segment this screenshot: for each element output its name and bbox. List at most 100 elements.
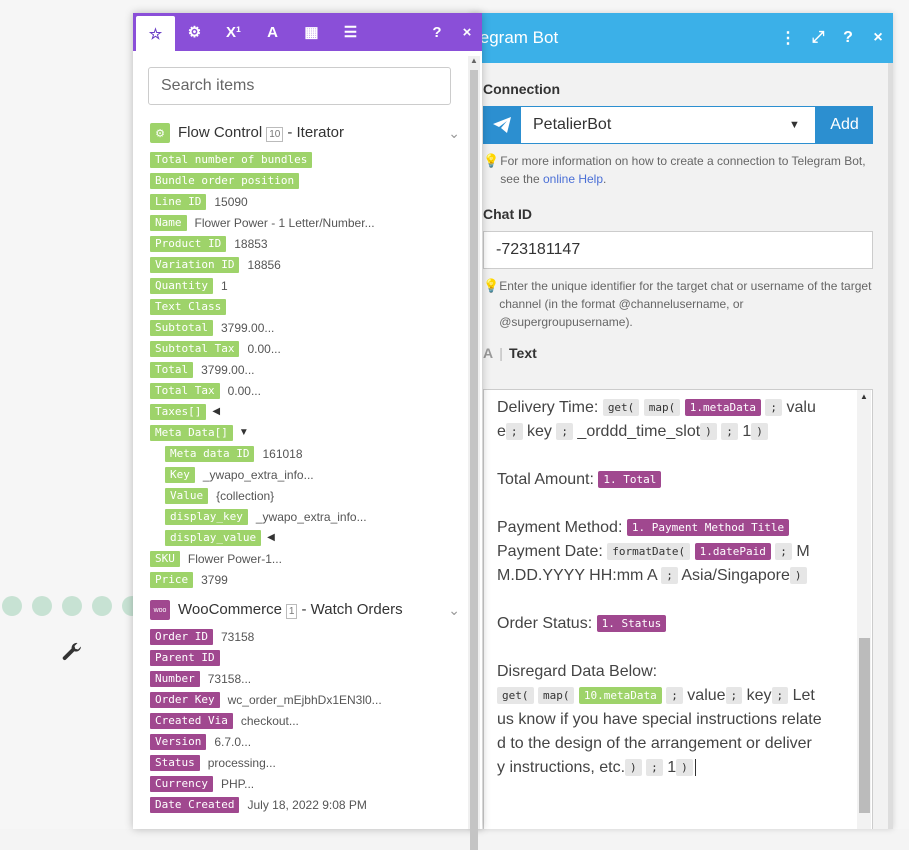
mapping-item[interactable]: Bundle order position [150, 170, 460, 191]
separator-pill[interactable]: ; [505, 423, 523, 440]
mapping-item[interactable]: Product ID 18853 [150, 233, 460, 254]
chevron-down-icon[interactable]: ⌄ [448, 601, 460, 618]
total-pill[interactable]: 1. Total [598, 471, 662, 488]
favorites-star-icon[interactable]: ☆ [136, 16, 175, 51]
wrench-icon[interactable] [60, 640, 84, 670]
mapping-item-tag[interactable]: Number [150, 670, 200, 687]
mapping-item-tag[interactable]: Currency [150, 775, 213, 792]
connection-dropdown[interactable]: PetalierBot ▼ [521, 106, 816, 144]
math-superscript-icon[interactable]: X¹ [226, 23, 241, 41]
mapping-item[interactable]: Price 3799 [150, 569, 460, 590]
mapping-item[interactable]: Key _ywapo_extra_info... [165, 464, 460, 485]
editor-scrollbar[interactable]: ▲ [857, 390, 871, 829]
scrollbar-thumb[interactable] [859, 638, 870, 813]
help-icon[interactable]: ? [843, 29, 853, 46]
editor-content[interactable]: Delivery Time: get( map( 1.metaData ; va… [484, 390, 856, 780]
mapping-item[interactable]: Currency PHP... [150, 773, 460, 794]
metadata-pill[interactable]: 10.metaData [578, 687, 662, 704]
map-function-pill[interactable]: map( [643, 399, 681, 416]
payment-method-pill[interactable]: 1. Payment Method Title [626, 519, 790, 536]
mapping-item-tag[interactable]: Text Class [150, 298, 227, 315]
separator-pill[interactable]: ; [765, 399, 783, 416]
mapping-item[interactable]: Value {collection} [165, 485, 460, 506]
mapping-item[interactable]: Parent ID [150, 647, 460, 668]
scroll-up-icon[interactable]: ▲ [860, 392, 868, 401]
mapping-item[interactable]: Subtotal 3799.00... [150, 317, 460, 338]
close-pill[interactable]: ) [676, 759, 693, 776]
scrollbar-thumb[interactable] [470, 70, 478, 850]
list-scrollbar[interactable]: ▲ [468, 56, 480, 850]
separator-pill[interactable]: ; [725, 687, 743, 704]
mapping-item[interactable]: display_key _ywapo_extra_info... [165, 506, 460, 527]
mapping-item-tag[interactable]: Product ID [150, 235, 227, 252]
mapping-item-tag[interactable]: Total number of bundles [150, 151, 313, 168]
close-pill[interactable]: ) [751, 423, 768, 440]
mapping-item[interactable]: display_value ◀ [165, 527, 460, 548]
mapping-item[interactable]: Subtotal Tax 0.00... [150, 338, 460, 359]
mapping-item-tag[interactable]: Meta Data[] [150, 424, 233, 441]
get-function-pill[interactable]: get( [497, 687, 534, 704]
calendar-icon[interactable]: ▦ [304, 24, 319, 41]
mapping-item[interactable]: Taxes[] ◀ [150, 401, 460, 422]
expand-arrow-icon[interactable]: ◀ [267, 532, 275, 543]
mapping-item[interactable]: Status processing... [150, 752, 460, 773]
separator-pill[interactable]: ; [661, 567, 678, 584]
status-pill[interactable]: 1. Status [596, 615, 667, 632]
separator-pill[interactable]: ; [646, 759, 663, 776]
mapping-item-tag[interactable]: Taxes[] [150, 403, 207, 420]
mapping-item[interactable]: Meta data ID 161018 [165, 443, 460, 464]
mapping-item-tag[interactable]: Order ID [150, 628, 213, 645]
more-icon[interactable]: ⋮ [780, 30, 796, 47]
mapping-item[interactable]: Variation ID 18856 [150, 254, 460, 275]
mapping-item[interactable]: Name Flower Power - 1 Letter/Number... [150, 212, 460, 233]
gear-icon[interactable]: ⚙ [187, 24, 202, 41]
mapping-item-tag[interactable]: Bundle order position [150, 172, 300, 189]
mapping-item-tag[interactable]: Quantity [150, 277, 213, 294]
separator-pill[interactable]: ; [721, 423, 738, 440]
date-paid-pill[interactable]: 1.datePaid [694, 543, 771, 560]
mapping-item[interactable]: Order ID 73158 [150, 626, 460, 647]
mapping-item-tag[interactable]: SKU [150, 550, 180, 567]
mapping-item-tag[interactable]: Total Tax [150, 382, 220, 399]
expand-icon[interactable]: ⤢ [811, 29, 825, 46]
mapping-item-tag[interactable]: Name [150, 214, 187, 231]
mapping-item-tag[interactable]: Price [150, 571, 194, 588]
separator-pill[interactable]: ; [775, 543, 792, 560]
online-help-link[interactable]: online Help [542, 172, 604, 186]
mapping-item[interactable]: SKU Flower Power-1... [150, 548, 460, 569]
format-date-pill[interactable]: formatDate( [607, 543, 691, 560]
mapping-item[interactable]: Total number of bundles [150, 149, 460, 170]
mapping-item[interactable]: Line ID 15090 [150, 191, 460, 212]
scroll-up-icon[interactable]: ▲ [470, 56, 478, 65]
mapping-item-tag[interactable]: Value [165, 487, 209, 504]
mapping-item[interactable]: Number 73158... [150, 668, 460, 689]
separator-pill[interactable]: ; [771, 687, 789, 704]
mapping-item-tag[interactable]: display_value [165, 529, 262, 546]
mapping-item-tag[interactable]: Total [150, 361, 194, 378]
mapping-item-tag[interactable]: Date Created [150, 796, 240, 813]
separator-pill[interactable]: ; [556, 423, 573, 440]
chat-id-input[interactable]: -723181147 [483, 231, 873, 269]
mapping-item-tag[interactable]: Parent ID [150, 649, 220, 666]
separator-pill[interactable]: ; [666, 687, 683, 704]
mapping-item[interactable]: Total Tax 0.00... [150, 380, 460, 401]
mapping-item[interactable]: Meta Data[] ▼ [150, 422, 460, 443]
module-header[interactable]: ⚙ Flow Control 10- Iterator ⌄ [150, 121, 460, 145]
mapping-item[interactable]: Quantity 1 [150, 275, 460, 296]
mapping-item-tag[interactable]: Key [165, 466, 195, 483]
get-function-pill[interactable]: get( [602, 399, 640, 416]
close-icon[interactable]: × [462, 23, 472, 41]
mapping-item[interactable]: Date Created July 18, 2022 9:08 PM [150, 794, 460, 815]
mapping-item[interactable]: Total 3799.00... [150, 359, 460, 380]
mapping-item[interactable]: Order Key wc_order_mEjbhDx1EN3l0... [150, 689, 460, 710]
mapping-item[interactable]: Created Via checkout... [150, 710, 460, 731]
mapping-item-tag[interactable]: display_key [165, 508, 248, 525]
close-icon[interactable]: × [873, 29, 883, 46]
add-connection-button[interactable]: Add [816, 106, 873, 144]
map-function-pill[interactable]: map( [537, 687, 575, 704]
mapping-item-tag[interactable]: Created Via [150, 712, 233, 729]
mapping-item[interactable]: Version 6.7.0... [150, 731, 460, 752]
chevron-down-icon[interactable]: ⌄ [448, 124, 460, 141]
close-pill[interactable]: ) [625, 759, 642, 776]
close-pill[interactable]: ) [700, 423, 717, 440]
